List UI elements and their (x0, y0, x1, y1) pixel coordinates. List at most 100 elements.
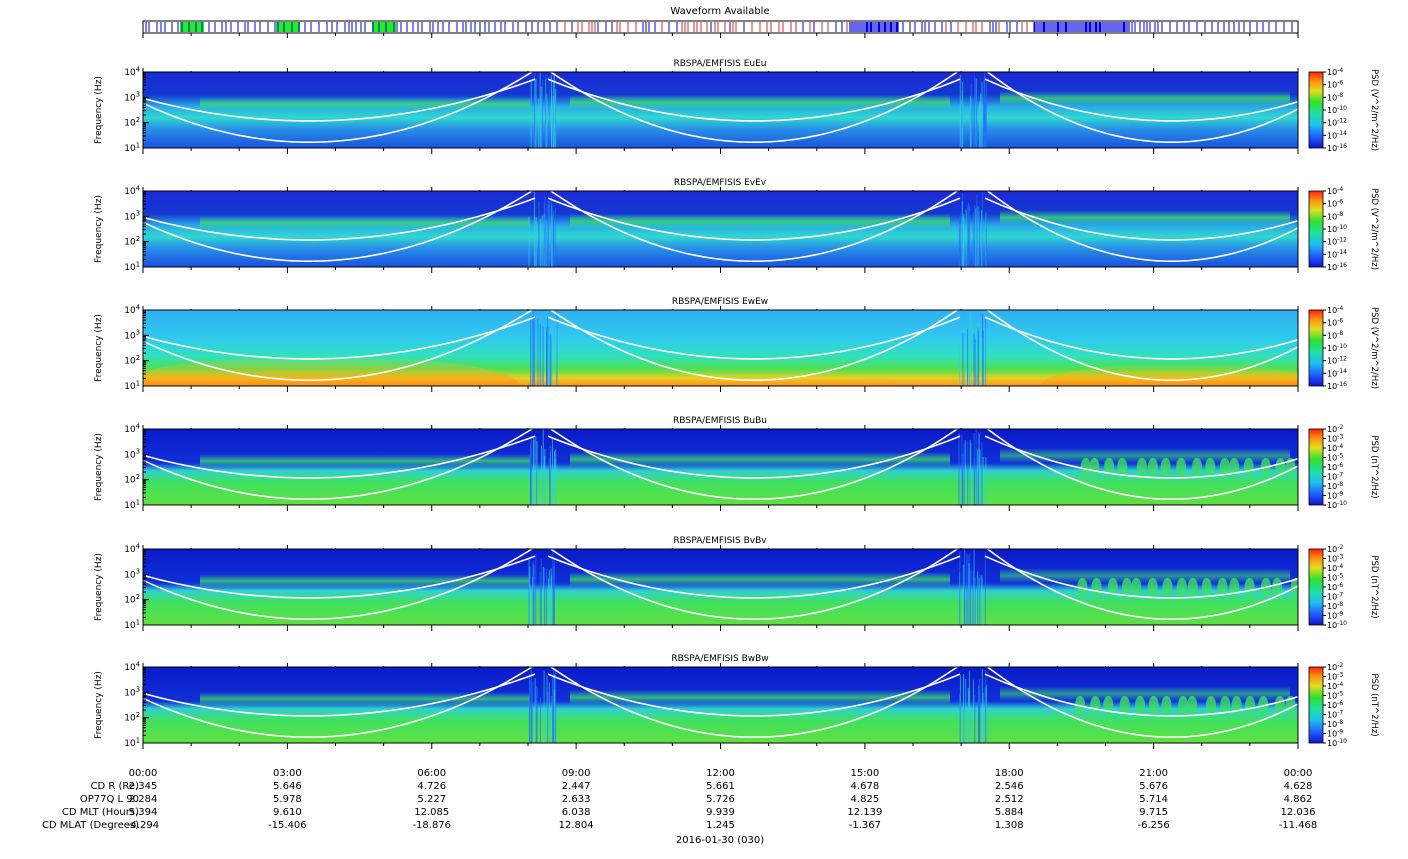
ephemeris-value: 9.939 (706, 807, 735, 818)
ephemeris-value: 2.447 (562, 781, 591, 792)
colorbar (1308, 666, 1324, 744)
y-tick-label: 103 (124, 568, 140, 581)
ephemeris-value: 5.661 (706, 781, 735, 792)
y-tick-label: 101 (124, 618, 140, 631)
emission-band (1000, 568, 1290, 584)
chorus-element (1089, 457, 1100, 477)
colorbar-tick-label: 10-6 (1327, 582, 1343, 592)
colorbar-tick-label: 10-10 (1327, 500, 1347, 510)
gyrofrequency-curve (984, 197, 1298, 241)
chorus-element (1148, 695, 1159, 715)
panel-title: RBSPA/EMFISIS BuBu (673, 416, 767, 426)
spectrogram-panel: RBSPA/EMFISIS BwBw 101 102 103 104 Frequency … (94, 654, 1379, 749)
gyrofrequency-curve (984, 78, 1298, 122)
colorbar-tick-label: 10-6 (1327, 700, 1343, 710)
colorbar-label: PSD (V^2/m^2/Hz) (1369, 69, 1379, 151)
emission-band (200, 692, 530, 706)
ephemeris-value: -1.367 (849, 820, 881, 831)
colorbar-tick-label: 10-7 (1327, 471, 1343, 481)
y-tick-label: 101 (124, 379, 140, 392)
gyrofrequency-curve (143, 310, 534, 381)
ephemeris-value: 5.978 (273, 794, 302, 805)
panel-title: RBSPA/EMFISIS BwBw (671, 654, 768, 664)
chorus-element (1244, 577, 1255, 597)
y-tick-label: 102 (124, 235, 140, 248)
colorbar-label: PSD (nT^2/Hz) (1369, 555, 1379, 618)
chorus-element (1147, 577, 1158, 597)
gyrofrequency-curve (984, 435, 1298, 479)
panel-title: RBSPA/EMFISIS EuEu (673, 59, 766, 69)
colorbar-tick-label: 10-14 (1327, 249, 1347, 259)
gyrofrequency-curve (143, 197, 536, 241)
chorus-element (1080, 457, 1091, 477)
ephemeris-value: 4.862 (1284, 794, 1313, 805)
ephemeris-value: 2.546 (995, 781, 1024, 792)
colorbar-tick-label: 10-10 (1327, 738, 1347, 748)
gyrofrequency-curve (547, 316, 961, 360)
ephemeris-row-label: OP77Q L 90 (80, 794, 139, 805)
colorbar-tick-label: 10-3 (1327, 553, 1343, 563)
ephemeris-value: 5.884 (995, 807, 1024, 818)
ephemeris-value: 5.676 (1139, 781, 1168, 792)
ephemeris-value: 12.139 (847, 807, 882, 818)
chorus-element (1206, 695, 1217, 715)
y-axis-label: Frequency (Hz) (94, 433, 104, 501)
y-tick-label: 104 (124, 65, 140, 78)
ephemeris-value: 5.714 (1139, 794, 1168, 805)
colorbar-tick-label: 10-5 (1327, 572, 1343, 582)
colorbar-tick-label: 10-4 (1327, 186, 1343, 196)
chorus-element (1075, 695, 1086, 715)
y-tick-label: 102 (124, 354, 140, 367)
spectrogram-panel: RBSPA/EMFISIS BuBu 101 102 103 104 Frequency … (94, 416, 1379, 511)
colorbar-tick-label: 10-12 (1327, 355, 1347, 365)
colorbar-tick-label: 10-6 (1327, 462, 1343, 472)
y-tick-label: 102 (124, 116, 140, 129)
gyrofrequency-curve (549, 667, 959, 738)
y-tick-label: 102 (124, 711, 140, 724)
chorus-element (1229, 577, 1240, 597)
gyrofrequency-curve (986, 72, 1298, 143)
chorus-element (1187, 577, 1198, 597)
ephemeris-value: 4.628 (1284, 781, 1313, 792)
y-tick-label: 101 (124, 141, 140, 154)
spectrogram-plot (143, 191, 1298, 267)
y-tick-label: 102 (124, 473, 140, 486)
colorbar-tick-label: 10-4 (1327, 305, 1343, 315)
y-tick-label: 103 (124, 210, 140, 223)
spectrogram-panel: RBSPA/EMFISIS EuEu 101 102 103 104 Frequency … (94, 59, 1379, 154)
gyrofrequency-curve (143, 667, 534, 738)
chorus-element (1245, 695, 1256, 715)
emission-band (200, 574, 530, 588)
y-axis-label: Frequency (Hz) (94, 76, 104, 144)
gyrofrequency-curve (984, 555, 1298, 599)
gyrofrequency-curve (547, 555, 961, 599)
date-label: 2016-01-30 (030) (676, 835, 764, 846)
colorbar-tick-label: 10-6 (1327, 317, 1343, 327)
chorus-element (1229, 457, 1240, 477)
colorbar (1308, 548, 1324, 626)
chorus-element (1205, 457, 1216, 477)
ephemeris-value: 4.825 (851, 794, 880, 805)
ephemeris-row-label: CD MLAT (Degrees) (42, 820, 139, 831)
colorbar-tick-label: 10-9 (1327, 490, 1343, 500)
chorus-element (1219, 457, 1230, 477)
ephemeris-value: 2.633 (562, 794, 591, 805)
colorbar-tick-label: 10-4 (1327, 563, 1343, 573)
colorbar-tick-label: 10-10 (1327, 105, 1347, 115)
y-tick-label: 104 (124, 542, 140, 555)
chorus-element (1201, 577, 1212, 597)
gyrofrequency-curve (143, 673, 536, 717)
chorus-element (1161, 695, 1172, 715)
emission-band (570, 571, 950, 587)
chorus-element (1091, 577, 1102, 597)
chorus-element (1103, 695, 1114, 715)
chorus-element (1220, 695, 1231, 715)
time-axis: 00:00 03:00 06:00 09:00 12:00 15:00 18:00 21:00… (42, 768, 1317, 846)
chorus-element (1192, 457, 1203, 477)
y-tick-label: 104 (124, 660, 140, 673)
time-tick-label: 00:00 (1284, 768, 1313, 779)
colorbar-tick-label: 10-7 (1327, 591, 1343, 601)
gyrofrequency-curve (986, 549, 1298, 620)
ephemeris-value: 12.036 (1281, 807, 1316, 818)
ephemeris-value: 2.345 (129, 781, 158, 792)
